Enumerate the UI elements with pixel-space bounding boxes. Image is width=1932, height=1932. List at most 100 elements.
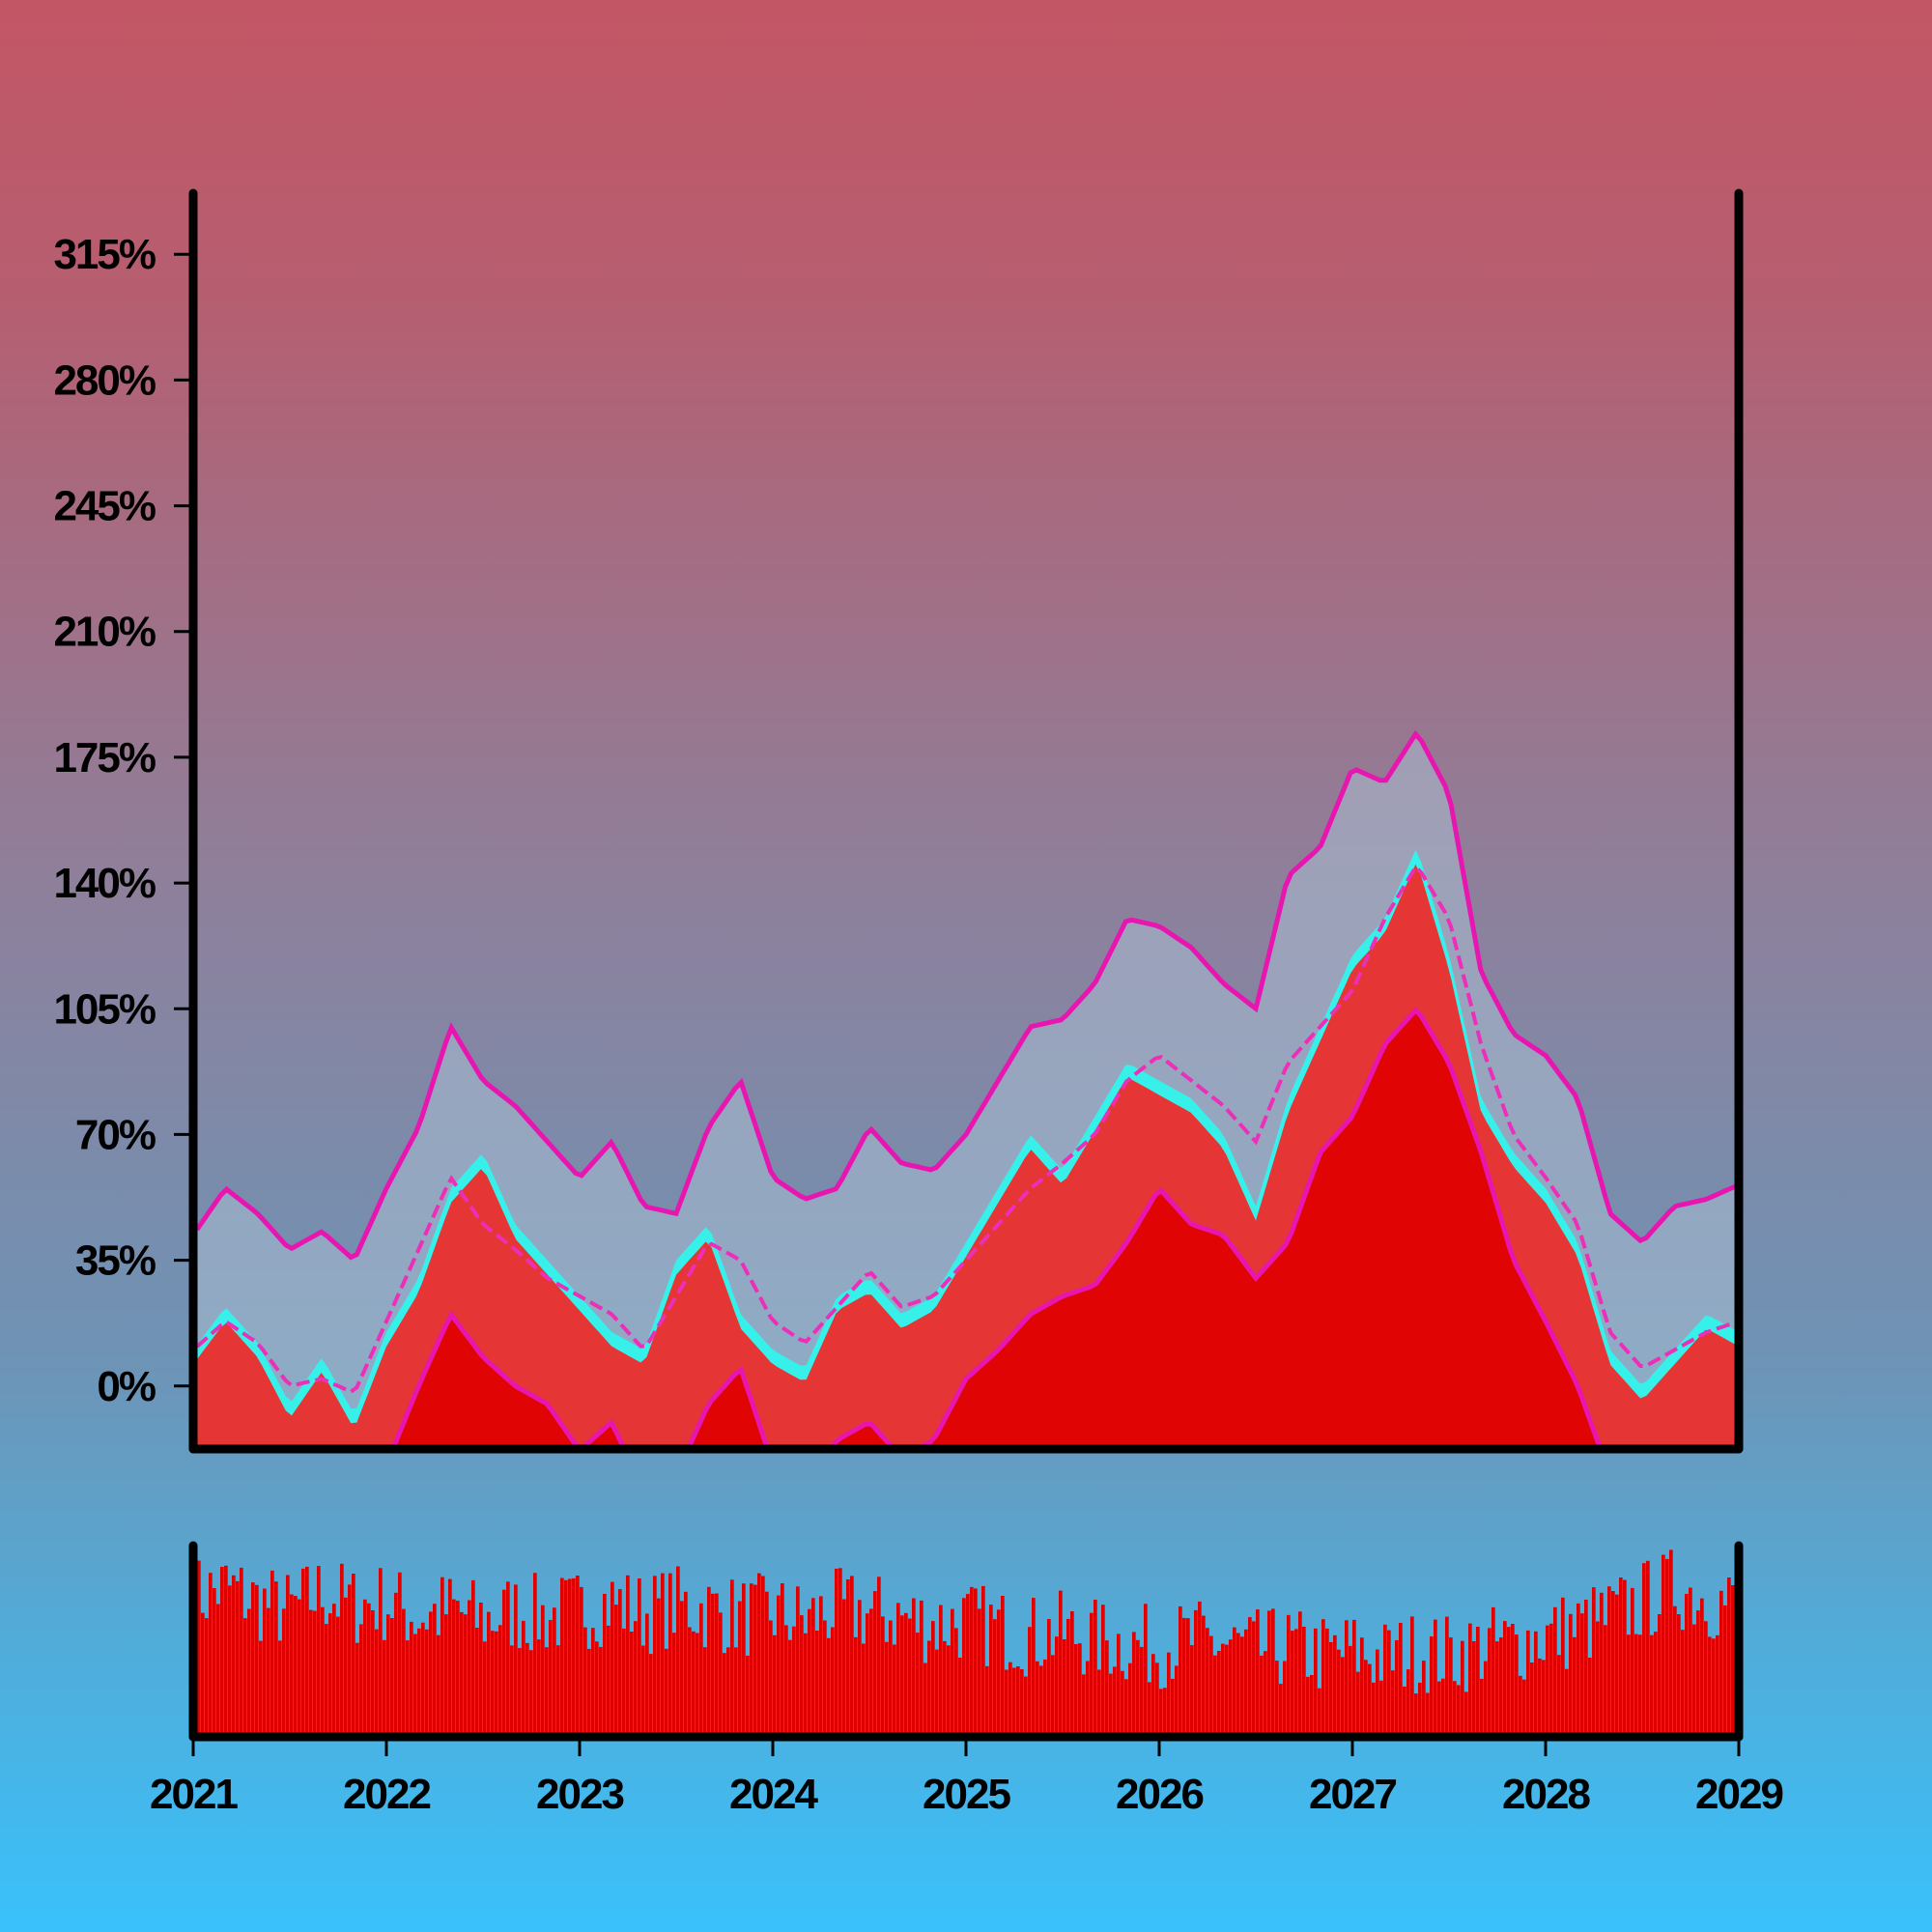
volume-bar xyxy=(1376,1649,1379,1734)
volume-bar xyxy=(491,1631,495,1734)
volume-bar xyxy=(842,1599,846,1734)
volume-bar xyxy=(900,1615,904,1734)
volume-bar xyxy=(359,1624,363,1734)
volume-bar xyxy=(371,1610,375,1734)
volume-bar xyxy=(1669,1549,1673,1734)
volume-bar xyxy=(1654,1632,1658,1734)
volume-bar xyxy=(425,1629,429,1734)
volume-bar xyxy=(974,1588,978,1734)
volume-bar xyxy=(1445,1616,1449,1734)
volume-bar xyxy=(769,1620,773,1734)
volume-bar xyxy=(398,1572,402,1734)
volume-bar xyxy=(1364,1660,1368,1734)
volume-bar xyxy=(1078,1643,1082,1734)
volume-bar xyxy=(738,1601,742,1734)
volume-bar xyxy=(1194,1609,1198,1734)
volume-bar xyxy=(1406,1669,1410,1734)
volume-bar xyxy=(1105,1640,1109,1734)
volume-bar xyxy=(336,1616,340,1734)
volume-bar xyxy=(1155,1662,1159,1734)
volume-bar xyxy=(363,1599,367,1734)
volume-bar xyxy=(421,1622,425,1734)
x-tick-label: 2022 xyxy=(343,1771,430,1818)
volume-bar xyxy=(893,1644,896,1734)
volume-bar xyxy=(1005,1669,1009,1734)
volume-bar xyxy=(1573,1636,1577,1734)
volume-bar xyxy=(746,1655,750,1734)
volume-bar xyxy=(699,1603,703,1734)
volume-bar xyxy=(765,1591,769,1734)
volume-bar xyxy=(1236,1633,1240,1734)
volume-bar xyxy=(947,1645,951,1734)
volume-bar xyxy=(1534,1631,1538,1734)
volume-bar xyxy=(583,1627,587,1734)
volume-bar xyxy=(672,1633,676,1734)
volume-bar xyxy=(943,1640,947,1734)
volume-bar xyxy=(1457,1685,1461,1734)
volume-bar xyxy=(1325,1628,1329,1734)
volume-bar xyxy=(719,1612,723,1734)
volume-bar xyxy=(1055,1636,1059,1734)
volume-bar xyxy=(375,1629,379,1734)
volume-bar xyxy=(1352,1619,1356,1734)
volume-bar xyxy=(866,1613,869,1734)
volume-bar xyxy=(692,1631,696,1734)
volume-bar xyxy=(1673,1605,1677,1734)
volume-bar xyxy=(962,1598,966,1734)
volume-bar xyxy=(1101,1605,1105,1734)
volume-bar xyxy=(1515,1634,1519,1734)
volume-bar xyxy=(224,1565,228,1734)
volume-bar xyxy=(479,1603,483,1734)
volume-bar xyxy=(1267,1610,1271,1734)
volume-bar xyxy=(1356,1671,1360,1734)
volume-bar xyxy=(657,1598,661,1734)
y-tick-label: 105% xyxy=(53,985,155,1033)
volume-bar xyxy=(1345,1620,1349,1734)
volume-bar xyxy=(757,1573,761,1734)
volume-bar xyxy=(927,1640,931,1734)
volume-bar xyxy=(1182,1617,1186,1734)
volume-bar xyxy=(788,1639,792,1734)
volume-bar xyxy=(1140,1646,1144,1734)
volume-bar xyxy=(545,1647,549,1734)
volume-bar xyxy=(1627,1634,1631,1734)
volume-bar xyxy=(1036,1661,1039,1734)
volume-bar xyxy=(309,1609,313,1734)
volume-bar xyxy=(607,1625,611,1734)
band-fill xyxy=(197,733,1735,1447)
volume-bar xyxy=(216,1604,220,1734)
volume-bar xyxy=(367,1603,371,1734)
volume-bar xyxy=(831,1627,835,1734)
volume-bar xyxy=(471,1579,475,1734)
volume-bar xyxy=(1658,1614,1662,1734)
lower-band-line xyxy=(390,1006,1603,1447)
volume-bar xyxy=(317,1566,321,1734)
volume-bar xyxy=(498,1625,502,1734)
volume-bar xyxy=(997,1609,1001,1734)
volume-bar xyxy=(1128,1662,1132,1734)
volume-bar xyxy=(726,1647,730,1734)
volume-bar xyxy=(1642,1563,1646,1734)
volume-bar xyxy=(1503,1621,1507,1734)
volume-bar xyxy=(1298,1611,1302,1734)
volume-bar xyxy=(869,1608,873,1734)
volume-bar xyxy=(1422,1661,1426,1734)
volume-bar xyxy=(1646,1560,1650,1734)
volume-bar xyxy=(1600,1592,1604,1734)
volume-bar xyxy=(402,1608,406,1734)
volume-bar xyxy=(796,1586,800,1734)
volume-bar xyxy=(1039,1665,1043,1734)
volume-bar xyxy=(556,1645,560,1734)
volume-bar xyxy=(1090,1612,1094,1734)
volume-bar xyxy=(1082,1674,1086,1734)
lower-band-area xyxy=(393,1009,1601,1447)
volume-bar xyxy=(1700,1598,1704,1734)
volume-bar xyxy=(638,1578,641,1734)
volume-bar xyxy=(819,1596,823,1734)
volume-bar xyxy=(1310,1675,1314,1734)
volume-bar xyxy=(993,1619,997,1734)
volume-bar xyxy=(1476,1627,1480,1734)
volume-bar xyxy=(1538,1658,1542,1734)
volume-bar xyxy=(1209,1635,1213,1734)
volume-bar xyxy=(580,1586,583,1734)
